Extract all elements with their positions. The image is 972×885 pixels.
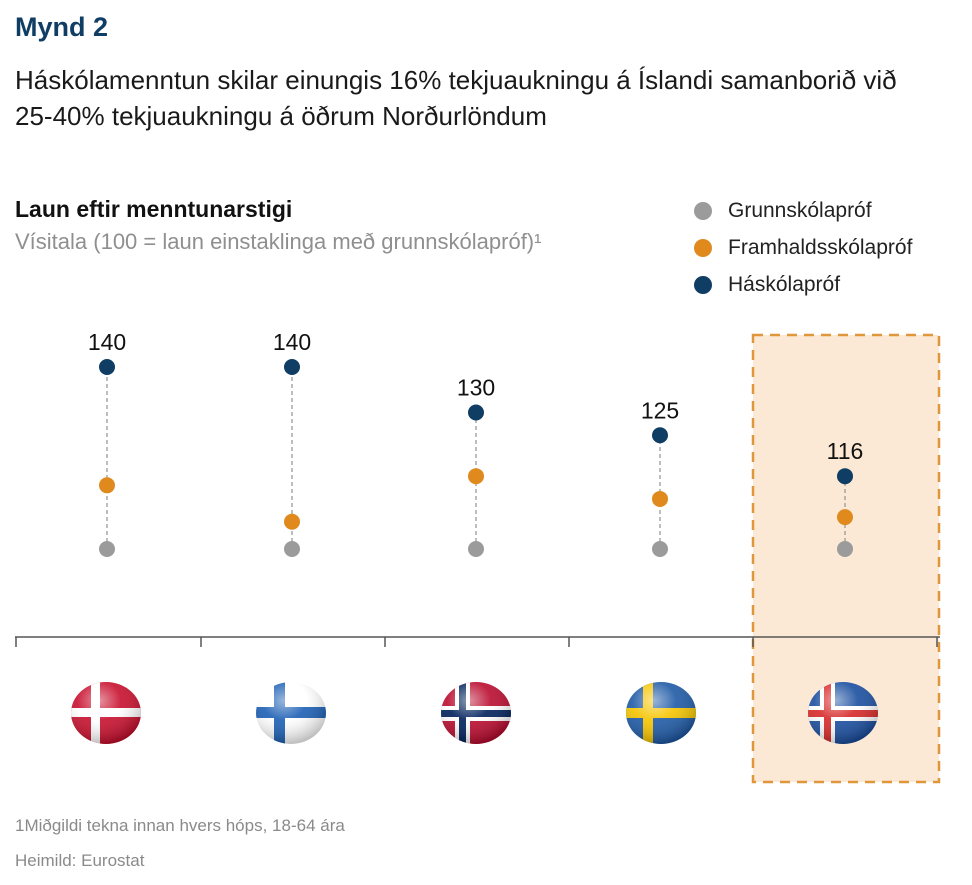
footnote: 1Miðgildi tekna innan hvers hóps, 18-64 … — [15, 816, 345, 835]
finland-flag-icon — [256, 682, 326, 744]
figure-label: Mynd 2 — [15, 12, 109, 42]
legend-dot-grunnskolaprof — [694, 201, 712, 220]
legend-label-grunnskolaprof: Grunnskólapróf — [728, 198, 872, 222]
chart-title: Laun eftir menntunarstigi — [15, 196, 293, 222]
sweden-flag-icon — [626, 682, 696, 744]
legend-item-framhaldsskolaprof: Framhaldsskólapróf — [694, 229, 912, 266]
norway-flag-icon — [441, 682, 511, 744]
dot-framhaldsskolaprof — [468, 468, 484, 485]
legend: Grunnskólapróf Framhaldsskólapróf Háskól… — [694, 192, 912, 303]
source-note: Heimild: Eurostat — [15, 851, 145, 870]
dot-haskolaprof — [652, 427, 668, 444]
iceland-flag-icon — [808, 682, 878, 744]
dot-haskolaprof — [284, 359, 300, 375]
dot-framhaldsskolaprof — [837, 509, 853, 526]
legend-dot-framhaldsskolaprof — [694, 238, 712, 257]
dot-framhaldsskolaprof — [652, 490, 668, 507]
dot-grunnskolaprof — [468, 541, 484, 557]
data-marks: 140 140 130 125 116 — [88, 329, 864, 557]
data-label: 116 — [827, 438, 864, 464]
data-label: 140 — [88, 329, 126, 355]
legend-dot-haskolaprof — [694, 275, 712, 294]
dot-haskolaprof — [468, 404, 484, 421]
dot-grunnskolaprof — [284, 541, 300, 557]
legend-item-haskolaprof: Háskólapróf — [694, 266, 912, 303]
dot-grunnskolaprof — [99, 541, 115, 557]
data-label: 140 — [273, 329, 311, 355]
data-label: 125 — [641, 397, 679, 423]
dot-grunnskolaprof — [652, 541, 668, 557]
legend-item-grunnskolaprof: Grunnskólapróf — [694, 192, 912, 229]
dot-haskolaprof — [99, 359, 115, 375]
headline: Háskólamenntun skilar einungis 16% tekju… — [15, 65, 897, 131]
x-axis-ticks — [15, 637, 938, 647]
dot-framhaldsskolaprof — [99, 477, 115, 494]
legend-label-framhaldsskolaprof: Framhaldsskólapróf — [728, 235, 913, 259]
dot-haskolaprof — [837, 468, 853, 485]
dot-grunnskolaprof — [837, 541, 853, 557]
data-label: 130 — [457, 375, 495, 401]
chart-subtitle: Vísitala (100 = laun einstaklinga með gr… — [15, 229, 542, 254]
legend-label-haskolaprof: Háskólapróf — [728, 272, 841, 296]
denmark-flag-icon — [71, 682, 141, 744]
dot-framhaldsskolaprof — [284, 513, 300, 530]
